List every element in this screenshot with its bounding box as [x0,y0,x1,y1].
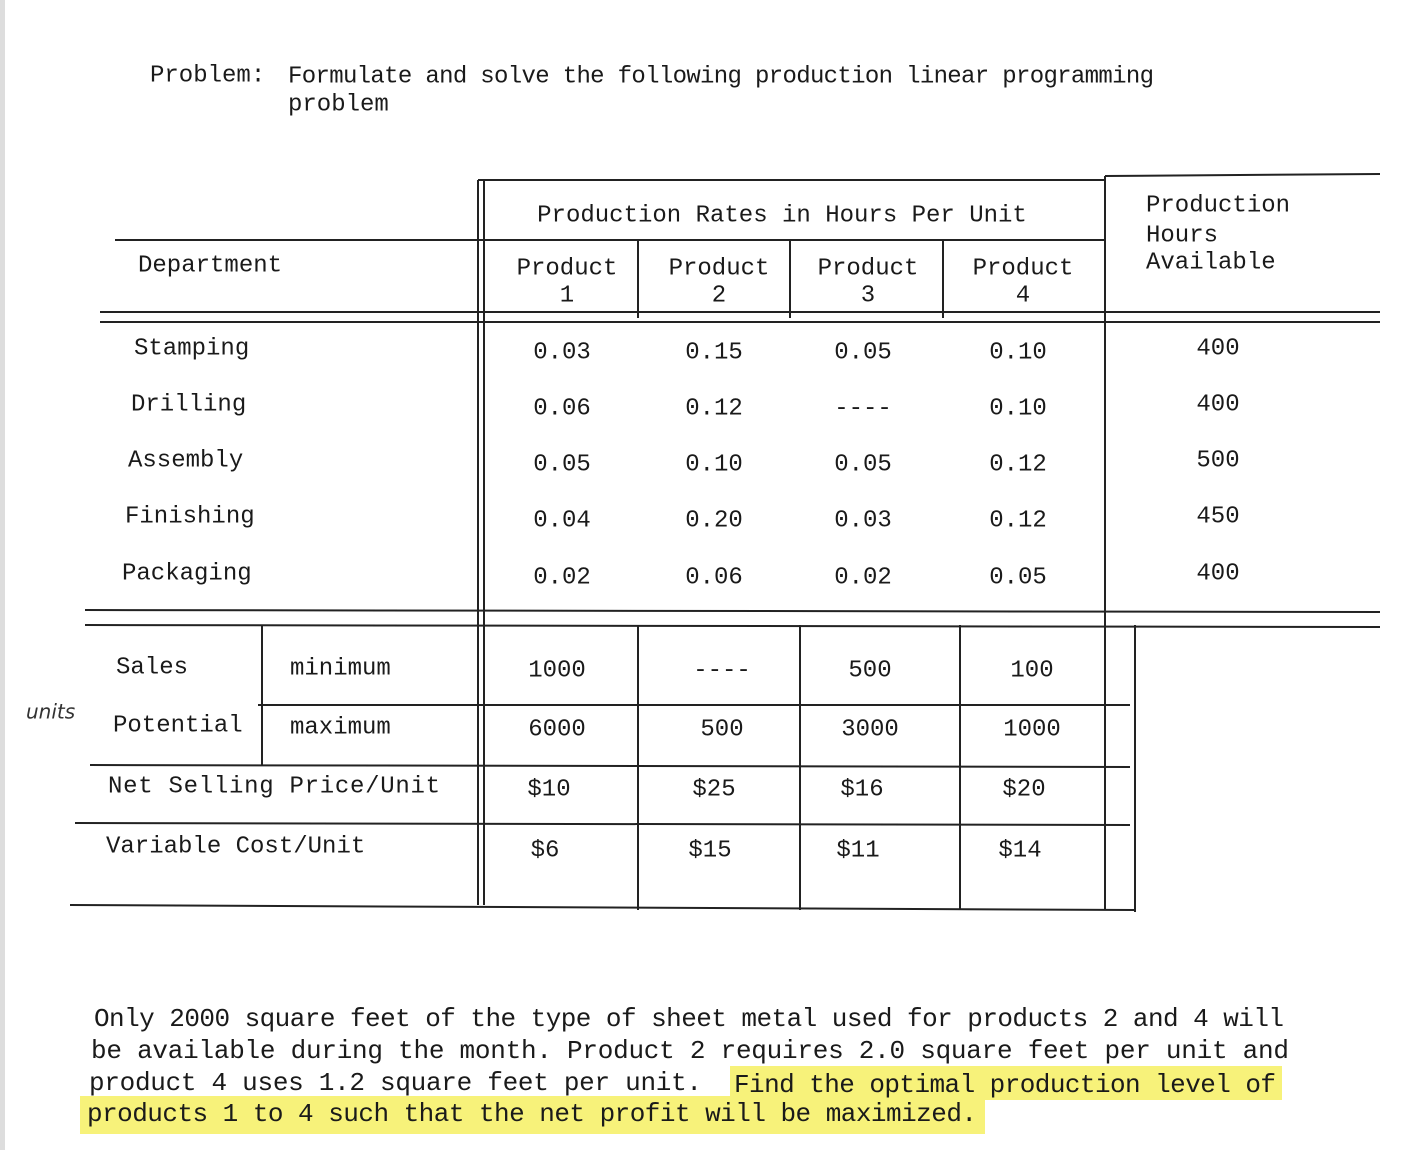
row-label: Variable Cost/Unit [106,833,365,860]
row-label: Sales [116,654,188,681]
rule [84,609,1381,613]
column-header: Product [517,255,618,282]
cell: 0.02 [533,564,591,591]
problem-text: problem [288,91,389,118]
cell: $6 [531,837,560,864]
cell: 0.10 [989,395,1047,422]
note-text: product 4 uses 1.2 square feet per unit. [89,1068,702,1098]
cell: $11 [836,837,879,864]
cell: 0.12 [685,395,743,422]
cell: 0.10 [685,451,743,478]
note-text: Only 2000 square feet of the type of she… [94,1004,1284,1034]
cell: 100 [1010,657,1053,684]
cell: 0.12 [989,451,1047,478]
column-header: Product [669,255,770,282]
cell: 400 [1196,560,1239,587]
cell: 0.06 [685,564,743,591]
row-label: Assembly [128,447,243,474]
cell: $20 [1002,776,1045,803]
column-header: 3 [861,282,875,309]
cell: 0.05 [834,451,892,478]
rule [1104,173,1381,177]
column-header: 1 [560,282,574,309]
rule [84,624,1381,628]
column-header: Product [818,255,919,282]
row-label: Packaging [122,560,252,587]
scan-edge [0,0,5,1150]
note-highlight: Find the optimal production level of [734,1070,1276,1100]
highlight [80,1096,985,1134]
highlight [730,1066,1282,1100]
column-header: Hours [1146,222,1218,249]
row-label: Stamping [134,335,249,362]
cell: $15 [688,837,731,864]
problem-text: Formulate and solve the following produc… [288,63,1154,90]
cell: 0.15 [685,339,743,366]
handwritten-note: units [26,700,75,724]
row-label: Net Selling Price/Unit [108,773,440,800]
column-header: Available [1146,249,1276,276]
cell: 0.03 [533,339,591,366]
rule [89,764,1131,768]
column-header: Department [138,252,282,279]
cell: 400 [1196,335,1239,362]
cell: 400 [1196,391,1239,418]
row-label: Potential [113,712,243,739]
cell: 3000 [841,716,899,743]
cell: ---- [693,657,751,684]
cell: $16 [840,776,883,803]
cell: 0.03 [834,507,892,534]
cell: $10 [527,776,570,803]
cell: 450 [1196,503,1239,530]
row-label: Drilling [131,391,246,418]
rule [69,904,1136,911]
column-header: Product [973,255,1074,282]
row-sublabel: minimum [290,655,391,682]
cell: $14 [998,837,1041,864]
cell: $25 [692,776,735,803]
column-header: 2 [712,282,726,309]
cell: 500 [848,657,891,684]
note-text: be available during the month. Product 2… [91,1036,1289,1066]
cell: 0.05 [533,451,591,478]
cell: 0.05 [989,564,1047,591]
row-sublabel: maximum [290,714,391,741]
cell: ---- [834,395,892,422]
cell: 0.02 [834,564,892,591]
cell: 1000 [528,657,586,684]
column-header: 4 [1016,282,1030,309]
cell: 0.05 [834,339,892,366]
cell: 0.20 [685,507,743,534]
cell: 500 [1196,447,1239,474]
problem-label: Problem: [150,62,265,89]
note-highlight: products 1 to 4 such that the net profit… [87,1099,977,1129]
cell: 0.04 [533,507,591,534]
cell: 0.06 [533,395,591,422]
cell: 6000 [528,716,586,743]
group-header: Production Rates in Hours Per Unit [537,202,1027,229]
cell: 500 [700,716,743,743]
rule [74,822,1131,826]
cell: 1000 [1003,716,1061,743]
cell: 0.10 [989,339,1047,366]
column-header: Production [1146,192,1290,219]
cell: 0.12 [989,507,1047,534]
row-label: Finishing [125,503,255,530]
